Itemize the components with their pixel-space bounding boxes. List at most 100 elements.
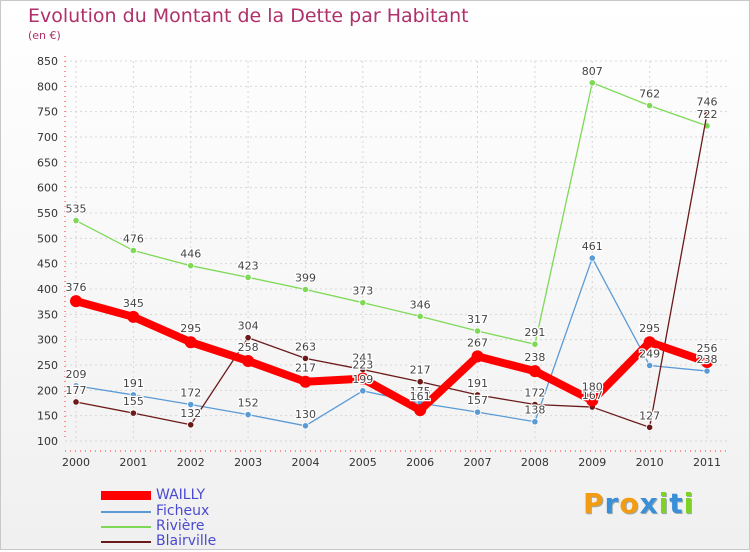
data-label-rivière: 762 <box>639 88 660 101</box>
data-point-blairville <box>703 110 711 118</box>
y-tick-label: 700 <box>37 131 58 144</box>
legend-swatch-riviere <box>101 526 151 528</box>
x-tick-label: 2007 <box>464 456 492 469</box>
data-label-ficheux: 191 <box>123 377 144 390</box>
y-tick-label: 850 <box>37 55 58 68</box>
data-label-blairville: 155 <box>123 395 144 408</box>
data-point-ficheux <box>473 408 482 416</box>
proxiti-logo: Proxiti <box>583 487 695 520</box>
data-label-rivière: 807 <box>582 65 603 78</box>
data-label-ficheux: 152 <box>238 397 259 410</box>
data-label-wailly: 161 <box>410 390 431 403</box>
data-point-ficheux <box>588 254 596 262</box>
y-tick-label: 500 <box>37 232 58 245</box>
data-label-blairville: 263 <box>295 340 316 353</box>
data-point-wailly <box>586 394 599 407</box>
data-label-ficheux: 199 <box>352 373 373 386</box>
data-point-wailly <box>356 372 369 385</box>
series-line-wailly <box>72 297 711 415</box>
data-label-wailly: 376 <box>66 281 87 294</box>
y-tick-label: 250 <box>37 359 58 372</box>
data-label-rivière: 346 <box>410 298 431 311</box>
data-label-ficheux: 175 <box>410 385 431 398</box>
data-point-blairville <box>301 354 310 363</box>
data-point-ficheux <box>359 387 367 395</box>
data-point-blairville <box>646 423 654 431</box>
x-tick-label: 2011 <box>693 456 721 469</box>
data-label-rivière: 446 <box>180 248 201 261</box>
data-label-rivière: 423 <box>238 259 259 272</box>
data-point-blairville <box>72 398 80 406</box>
data-point-rivière <box>646 101 654 110</box>
data-label-ficheux: 461 <box>582 240 603 253</box>
data-point-rivière <box>129 246 137 255</box>
data-label-blairville: 217 <box>410 364 431 377</box>
y-tick-label: 450 <box>37 258 58 271</box>
data-label-ficheux: 138 <box>524 404 545 417</box>
data-label-ficheux: 172 <box>180 387 201 400</box>
data-point-blairville <box>473 391 482 399</box>
y-tick-label: 150 <box>37 410 58 423</box>
data-label-wailly: 267 <box>467 336 488 349</box>
data-label-wailly: 223 <box>352 359 373 372</box>
x-tick-label: 2009 <box>578 456 606 469</box>
data-point-wailly <box>414 404 427 417</box>
y-tick-label: 300 <box>37 334 58 347</box>
x-tick-label: 2006 <box>406 456 434 469</box>
data-point-rivière <box>359 299 367 307</box>
data-point-blairville <box>129 409 137 417</box>
data-point-blairville <box>416 378 424 386</box>
data-label-wailly: 345 <box>123 297 144 310</box>
data-point-wailly <box>127 310 140 323</box>
data-label-wailly: 258 <box>238 341 259 354</box>
data-point-rivière <box>588 79 596 87</box>
y-tick-label: 400 <box>37 283 58 296</box>
data-point-ficheux <box>72 382 80 390</box>
legend-label-blairville: Blairville <box>156 533 217 549</box>
legend-swatch-wailly <box>101 491 151 500</box>
x-tick-label: 2010 <box>636 456 664 469</box>
data-label-rivière: 722 <box>697 108 718 121</box>
data-label-blairville: 177 <box>66 384 87 397</box>
y-tick-label: 800 <box>37 80 58 93</box>
data-point-rivière <box>244 273 252 281</box>
data-point-wailly <box>528 365 541 378</box>
data-label-blairville: 132 <box>180 407 201 420</box>
data-label-wailly: 295 <box>639 322 660 335</box>
data-label-rivière: 291 <box>524 326 545 339</box>
data-point-ficheux <box>531 418 539 426</box>
x-tick-label: 2001 <box>119 456 147 469</box>
data-label-ficheux: 157 <box>467 394 488 407</box>
data-point-rivière <box>531 340 539 348</box>
data-point-wailly <box>299 375 312 388</box>
y-tick-label: 350 <box>37 308 58 321</box>
data-label-ficheux: 209 <box>66 368 87 381</box>
data-point-ficheux <box>187 400 195 409</box>
data-point-wailly <box>643 336 656 349</box>
legend-label-ficheux: Ficheux <box>156 503 210 519</box>
x-tick-label: 2008 <box>521 456 549 469</box>
legend-label-wailly: WAILLY <box>156 487 206 503</box>
data-label-ficheux: 130 <box>295 408 316 421</box>
chart-subtitle: (en €) <box>28 29 61 42</box>
x-tick-label: 2002 <box>177 456 205 469</box>
data-label-rivière: 373 <box>352 285 373 298</box>
data-point-wailly <box>701 355 713 368</box>
legend-swatch-blairville <box>101 541 151 543</box>
x-tick-label: 2003 <box>234 456 262 469</box>
data-point-ficheux <box>244 411 252 419</box>
data-label-wailly: 180 <box>582 380 603 393</box>
y-tick-label: 600 <box>37 182 58 195</box>
data-label-blairville: 127 <box>639 409 660 422</box>
data-label-wailly: 238 <box>524 351 545 364</box>
data-point-blairville <box>244 334 252 342</box>
data-point-blairville <box>187 421 195 429</box>
data-label-blairville: 746 <box>697 96 718 109</box>
data-point-rivière <box>416 312 424 320</box>
data-point-wailly <box>184 336 197 349</box>
y-tick-label: 650 <box>37 156 58 169</box>
data-label-ficheux: 238 <box>697 353 718 366</box>
data-label-blairville: 241 <box>352 352 373 365</box>
data-label-blairville: 167 <box>582 389 603 402</box>
